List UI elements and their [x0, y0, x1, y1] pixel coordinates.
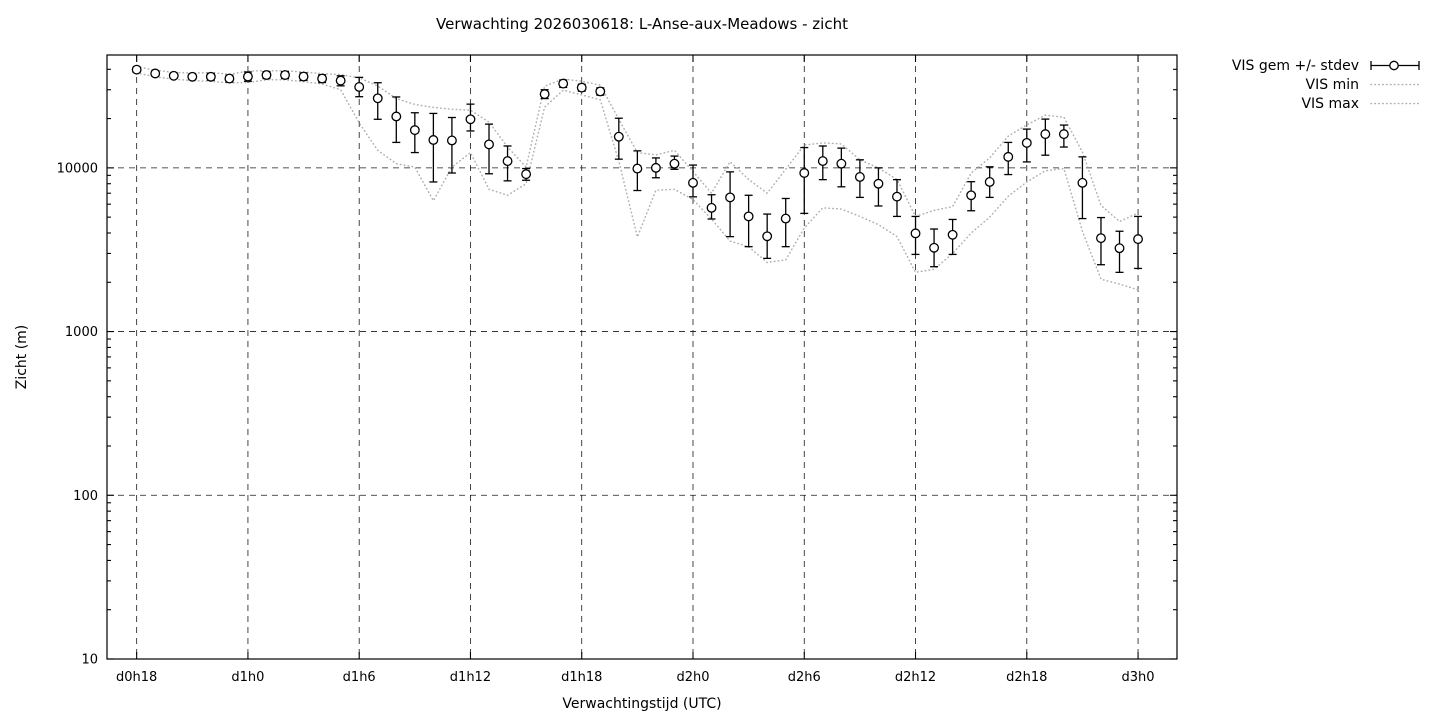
vis-min-line	[135, 72, 1139, 291]
errorbar-sample-icon	[1370, 60, 1420, 71]
vis-max-line	[135, 65, 1139, 223]
errorbar-point	[335, 75, 346, 87]
errorbar-point	[892, 179, 902, 218]
errorbar-point	[1077, 156, 1088, 220]
errorbar-point	[409, 112, 420, 154]
errorbar-point	[1133, 215, 1144, 270]
x-tick-label: d1h0	[231, 670, 264, 685]
errorbar-point	[298, 71, 309, 82]
errorbar-point	[650, 157, 661, 179]
errorbar-point	[780, 197, 791, 248]
legend-item-vis-min: VIS min	[1232, 75, 1422, 94]
errorbar-point	[1096, 216, 1106, 266]
errorbar-point	[706, 194, 717, 220]
x-tick-label: d1h12	[450, 670, 491, 685]
errorbar-point	[484, 123, 494, 175]
errorbar-point	[205, 71, 216, 82]
y-tick-label: 1000	[65, 325, 98, 340]
errorbar-point	[539, 89, 550, 100]
y-tick-label: 100	[73, 489, 98, 504]
gridlines	[107, 55, 1177, 659]
legend: VIS gem +/- stdev VIS min VIS max	[1232, 56, 1422, 113]
errorbar-point	[521, 167, 532, 181]
chart-title: Verwachting 2026030618: L-Anse-aux-Meado…	[436, 15, 848, 33]
errorbar-point	[280, 70, 290, 80]
axis-ticks: d0h18 d1h0 d1h6 d1h12 d1h18 d2h0 d2h6 d2h12 d2h1…	[57, 55, 1177, 685]
errorbar-point	[317, 73, 328, 84]
x-tick-label: d1h18	[561, 670, 602, 685]
errorbar-point	[854, 159, 865, 199]
y-tick-label: 10	[81, 653, 98, 668]
errorbar-point	[1040, 118, 1051, 156]
errorbar-point	[688, 164, 698, 198]
legend-label-vis-mean: VIS gem +/- stdev	[1231, 57, 1359, 74]
errorbar-point	[502, 145, 513, 182]
legend-item-vis-max: VIS max	[1232, 94, 1422, 113]
errorbar-point	[372, 82, 383, 120]
errorbar-point	[242, 71, 253, 82]
errorbar-point	[762, 213, 773, 260]
legend-label-vis-max: VIS max	[1301, 95, 1359, 112]
errorbar-point	[984, 166, 995, 199]
errorbar-point	[576, 82, 587, 93]
errorbar-point	[613, 117, 624, 160]
errorbar-point	[1058, 124, 1069, 148]
legend-label-vis-min: VIS min	[1305, 76, 1359, 93]
errorbar-point	[224, 73, 235, 84]
errorbar-point	[873, 167, 884, 207]
y-tick-label: 10000	[57, 161, 98, 176]
x-tick-label: d2h18	[1006, 670, 1047, 685]
errorbar-point	[595, 86, 606, 97]
errorbar-point	[817, 145, 828, 181]
errorbar-point	[929, 228, 940, 268]
dotted-line-sample-icon	[1370, 102, 1420, 105]
x-tick-label: d1h6	[343, 670, 376, 685]
errorbar-point	[632, 150, 643, 192]
x-tick-label: d2h12	[895, 670, 936, 685]
errorbar-point	[261, 70, 272, 80]
errorbar-point	[354, 76, 365, 98]
plot-frame	[106, 54, 1178, 660]
errorbar-point	[1114, 230, 1125, 273]
errorbar-point	[669, 155, 680, 170]
errorbar-point	[131, 64, 142, 75]
errorbar-point	[187, 71, 198, 82]
errorbar-point	[446, 116, 457, 174]
errorbar-point	[558, 78, 569, 89]
errorbar-point	[836, 147, 847, 188]
errorbar-point	[910, 215, 921, 256]
errorbar-point	[150, 68, 161, 79]
errorbar-point	[1003, 141, 1014, 176]
errorbar-point	[428, 112, 439, 183]
x-tick-label: d3h0	[1122, 670, 1155, 685]
x-tick-label: d2h0	[676, 670, 709, 685]
errorbar-point	[799, 146, 810, 215]
errorbar-point	[725, 171, 736, 238]
y-axis-label: Zicht (m)	[14, 324, 30, 390]
errorbar-point	[168, 70, 179, 81]
x-tick-label: d0h18	[116, 670, 157, 685]
legend-item-vis-mean: VIS gem +/- stdev	[1232, 56, 1422, 75]
x-tick-label: d2h6	[788, 670, 821, 685]
errorbar-point	[743, 194, 754, 248]
errorbar-point	[947, 218, 958, 256]
errorbar-point	[391, 96, 402, 144]
errorbar-point	[966, 181, 977, 212]
errorbar-point	[1021, 128, 1032, 163]
errorbar-point	[465, 103, 476, 132]
x-axis-label: Verwachtingstijd (UTC)	[562, 696, 722, 712]
dotted-line-sample-icon	[1370, 83, 1420, 86]
vis-mean-series	[131, 64, 1144, 273]
